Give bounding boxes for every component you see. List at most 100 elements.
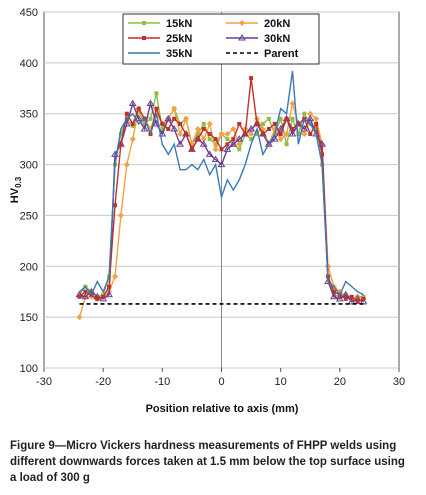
data-point-15kn: [195, 132, 200, 137]
data-point-25kn: [272, 121, 277, 126]
legend: 15kN 20kN 25kN 30kN 35kN Parent: [122, 13, 320, 65]
x-tick-label: 30: [393, 376, 405, 388]
y-tick-label: 150: [20, 312, 38, 324]
x-tick-label: -20: [95, 376, 111, 388]
data-point-25kn: [113, 203, 117, 208]
data-point-25kn: [95, 296, 100, 301]
data-point-20kn: [218, 131, 225, 138]
data-point-20kn: [230, 125, 237, 132]
x-tick-label: 0: [218, 376, 224, 388]
data-point-25kn: [207, 132, 212, 137]
data-point-30kn: [270, 135, 279, 142]
y-tick-label: 350: [20, 109, 38, 121]
data-point-30kn: [164, 114, 173, 122]
data-point-15kn: [130, 123, 135, 128]
legend-marker: [239, 20, 245, 26]
x-tick-label: -30: [36, 376, 52, 388]
data-point-20kn: [76, 314, 83, 321]
data-point-20kn: [194, 125, 201, 132]
legend-label: 35kN: [166, 48, 192, 60]
data-point-20kn: [236, 141, 243, 148]
y-tick-label: 250: [20, 210, 38, 222]
y-tick-label: 200: [20, 261, 38, 273]
data-point-15kn: [142, 121, 147, 126]
data-point-25kn: [343, 296, 348, 301]
data-point-15kn: [237, 147, 242, 152]
data-point-15kn: [260, 121, 265, 126]
data-point-15kn: [201, 121, 206, 126]
data-point-15kn: [290, 116, 295, 121]
data-point-15kn: [302, 111, 307, 116]
series-layer: [75, 70, 368, 321]
data-point-30kn: [105, 290, 113, 298]
y-tick-label: 400: [20, 58, 38, 70]
legend-label: 25kN: [166, 33, 192, 45]
data-point-20kn: [277, 136, 284, 143]
data-point-15kn: [296, 132, 301, 137]
data-point-25kn: [243, 132, 248, 137]
legend-label: 20kN: [264, 18, 290, 30]
y-axis-title: HV0.3: [9, 176, 23, 203]
svg-text:HV0.3: HV0.3: [9, 176, 23, 203]
figure-caption: Figure 9—Micro Vickers hardness measurem…: [10, 440, 405, 484]
y-tick-label: 450: [20, 7, 38, 19]
data-point-15kn: [266, 116, 271, 121]
data-point-25kn: [130, 121, 135, 126]
data-point-25kn: [77, 294, 82, 299]
data-point-25kn: [290, 126, 295, 131]
data-point-25kn: [249, 76, 254, 81]
data-point-25kn: [308, 132, 313, 137]
data-point-25kn: [195, 137, 200, 142]
data-point-30kn: [211, 155, 220, 162]
data-point-25kn: [225, 142, 230, 147]
x-tick-label: 20: [334, 376, 346, 388]
data-point-25kn: [172, 116, 177, 121]
legend-marker: [142, 36, 146, 40]
data-point-30kn: [134, 114, 143, 122]
data-point-25kn: [260, 132, 265, 137]
y-axis-title-main: HV: [9, 187, 21, 203]
data-point-20kn: [313, 115, 320, 122]
legend-label: 30kN: [264, 33, 290, 45]
data-point-30kn: [335, 294, 344, 302]
data-point-20kn: [224, 131, 231, 138]
legend-entry-15kn: 15kN: [128, 18, 192, 30]
series-line-35kn: [79, 70, 364, 297]
data-point-25kn: [160, 121, 165, 126]
data-point-30kn: [247, 124, 255, 132]
data-point-20kn: [177, 131, 184, 138]
data-point-25kn: [320, 152, 325, 157]
legend-marker: [238, 34, 246, 41]
legend-entry-30kn: 30kN: [226, 33, 290, 45]
legend-label: Parent: [264, 48, 299, 60]
data-point-15kn: [249, 137, 254, 142]
data-point-15kn: [213, 142, 218, 147]
data-point-25kn: [213, 137, 218, 142]
data-point-25kn: [278, 132, 283, 137]
data-point-15kn: [148, 116, 153, 121]
data-point-30kn: [146, 99, 155, 107]
data-point-25kn: [178, 121, 183, 126]
data-point-20kn: [212, 146, 219, 153]
data-point-20kn: [117, 212, 124, 219]
data-point-25kn: [355, 299, 360, 304]
data-point-25kn: [314, 121, 319, 126]
legend-entry-20kn: 20kN: [226, 18, 290, 30]
data-point-20kn: [283, 131, 290, 138]
legend-entry-25kn: 25kN: [128, 33, 192, 45]
data-point-30kn: [140, 124, 149, 132]
data-point-30kn: [306, 114, 315, 122]
x-axis-ticks: -30 -20 -10 0 10 20 30: [36, 368, 405, 388]
hardness-chart: -30 -20 -10 0 10 20 30 100 150 200 250 300 350 400 45…: [9, 7, 405, 415]
data-point-20kn: [301, 131, 308, 138]
x-axis-title: Position relative to axis (mm): [146, 403, 299, 415]
data-point-15kn: [118, 132, 123, 137]
x-tick-label: -10: [154, 376, 170, 388]
data-point-30kn: [205, 150, 214, 157]
data-point-30kn: [176, 140, 184, 147]
data-point-30kn: [217, 160, 226, 168]
data-point-30kn: [229, 140, 238, 147]
data-point-20kn: [183, 115, 189, 122]
data-point-30kn: [288, 130, 297, 137]
data-point-20kn: [289, 100, 296, 107]
